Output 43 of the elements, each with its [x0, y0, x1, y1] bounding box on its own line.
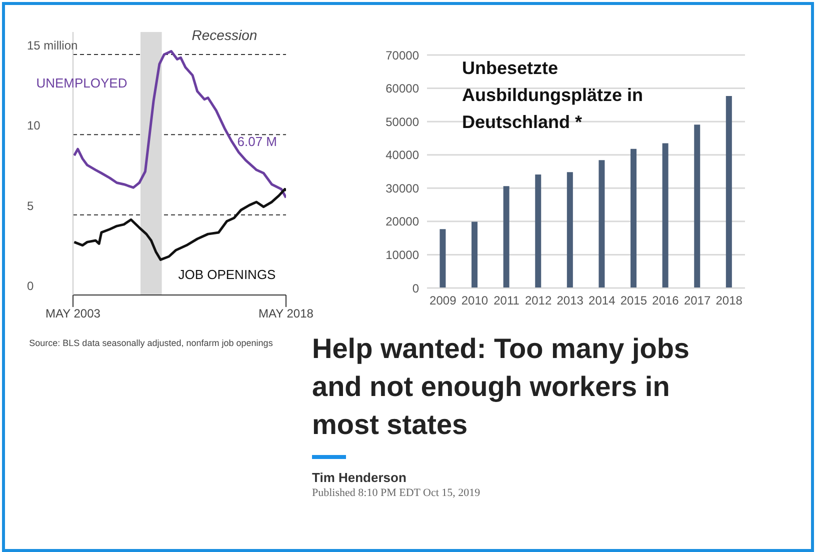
text: UNEMPLOYED — [36, 75, 128, 90]
text: Tim Henderson — [312, 470, 408, 485]
y-tick-label: 5 — [27, 198, 34, 213]
source-note: Source: BLS data seasonally adjusted, nonfarm job openings — [28, 338, 274, 348]
y-tick-label: 0 — [27, 279, 34, 293]
bar — [726, 96, 732, 288]
bar — [598, 160, 605, 288]
x-tick-label: 2012 — [524, 294, 552, 308]
x-tick-label: 2018 — [716, 294, 743, 308]
y-tick-label: 40000 — [386, 148, 420, 162]
y-tick-label: 60000 — [386, 82, 420, 96]
bar — [440, 229, 446, 288]
series-label: JOB OPENINGS — [178, 267, 276, 282]
band-label: Recession — [192, 27, 258, 43]
x-tick-label: 2017 — [684, 294, 711, 308]
x-tick-label: 2013 — [556, 294, 584, 308]
x-tick-label: 2016 — [652, 294, 680, 308]
y-tick-label: 20000 — [386, 214, 420, 229]
bar — [694, 124, 700, 288]
bar — [503, 186, 510, 288]
y-tick-label: 30000 — [386, 181, 420, 196]
text: Published 8:10 PM EDT Oct 15, 2019 — [312, 487, 482, 499]
bar — [472, 222, 478, 288]
y-tick-label: 15 million — [27, 38, 78, 52]
text: Unbesetzte Ausbildungsplätze in Deutschland * — [462, 57, 644, 134]
y-tick-label: 50000 — [386, 114, 420, 129]
x-tick-label: 2011 — [494, 294, 520, 308]
x-tick-label: 2009 — [430, 294, 457, 308]
x-tick-label: 2010 — [461, 294, 488, 308]
bar — [630, 148, 637, 288]
x-tick-label: MAY 2003 — [46, 306, 101, 321]
bar — [662, 143, 668, 288]
y-tick-label: 10000 — [386, 248, 420, 262]
y-tick-label: 70000 — [386, 48, 420, 62]
x-tick-label: 2015 — [620, 294, 648, 308]
annotation: 6.07 M — [236, 134, 277, 149]
x-tick-label: 2014 — [588, 294, 616, 308]
y-tick-label: 0 — [412, 281, 420, 296]
bar — [535, 174, 542, 288]
x-tick-label: MAY 2018 — [258, 306, 314, 321]
y-tick-label: 10 — [27, 118, 41, 133]
text: Help wanted: Too many jobs and not enough workers in most states — [312, 332, 691, 442]
bar — [566, 172, 573, 288]
